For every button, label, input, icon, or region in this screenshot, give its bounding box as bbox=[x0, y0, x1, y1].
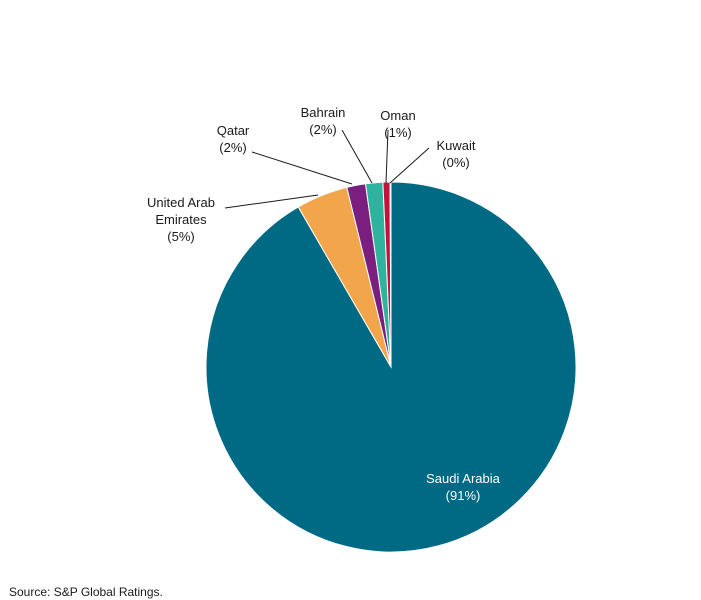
pie-slices bbox=[205, 181, 577, 553]
slice-name-label: Emirates bbox=[155, 212, 207, 227]
slice-labels: Saudi Arabia (91%) United Arab Emirates (5%)… bbox=[147, 105, 501, 503]
leader-line-united-arab-emirates bbox=[224, 194, 319, 209]
slice-label-united-arab-emirates: United Arab Emirates (5%) bbox=[147, 195, 215, 244]
slice-percent-label: (2%) bbox=[219, 140, 246, 155]
source-note: Source: S&P Global Ratings. bbox=[9, 585, 163, 599]
slice-name-label: Oman bbox=[380, 108, 415, 123]
leader-line-bahrain bbox=[341, 129, 373, 184]
slice-name-label: Qatar bbox=[217, 123, 250, 138]
slice-percent-label: (5%) bbox=[167, 229, 194, 244]
slice-label-bahrain: Bahrain (2%) bbox=[301, 105, 346, 137]
slice-label-qatar: Qatar (2%) bbox=[217, 123, 250, 155]
leader-line-kuwait bbox=[389, 147, 430, 184]
slice-label-oman: Oman (1%) bbox=[380, 108, 415, 140]
leader-line-oman bbox=[385, 129, 389, 184]
slice-name-label: United Arab bbox=[147, 195, 215, 210]
slice-name-label: Bahrain bbox=[301, 105, 346, 120]
pie-chart: Saudi Arabia (91%) United Arab Emirates (5%)… bbox=[147, 105, 577, 553]
slice-percent-label: (0%) bbox=[442, 155, 469, 170]
slice-name-label: Saudi Arabia bbox=[426, 471, 500, 486]
slice-percent-label: (1%) bbox=[384, 125, 411, 140]
slice-label-kuwait: Kuwait (0%) bbox=[436, 138, 475, 170]
leader-lines bbox=[224, 129, 430, 209]
slice-name-label: Kuwait bbox=[436, 138, 475, 153]
leader-line-qatar bbox=[251, 151, 353, 185]
slice-percent-label: (91%) bbox=[446, 488, 481, 503]
slice-percent-label: (2%) bbox=[309, 122, 336, 137]
slice-label-saudi-arabia: Saudi Arabia (91%) bbox=[426, 471, 500, 503]
